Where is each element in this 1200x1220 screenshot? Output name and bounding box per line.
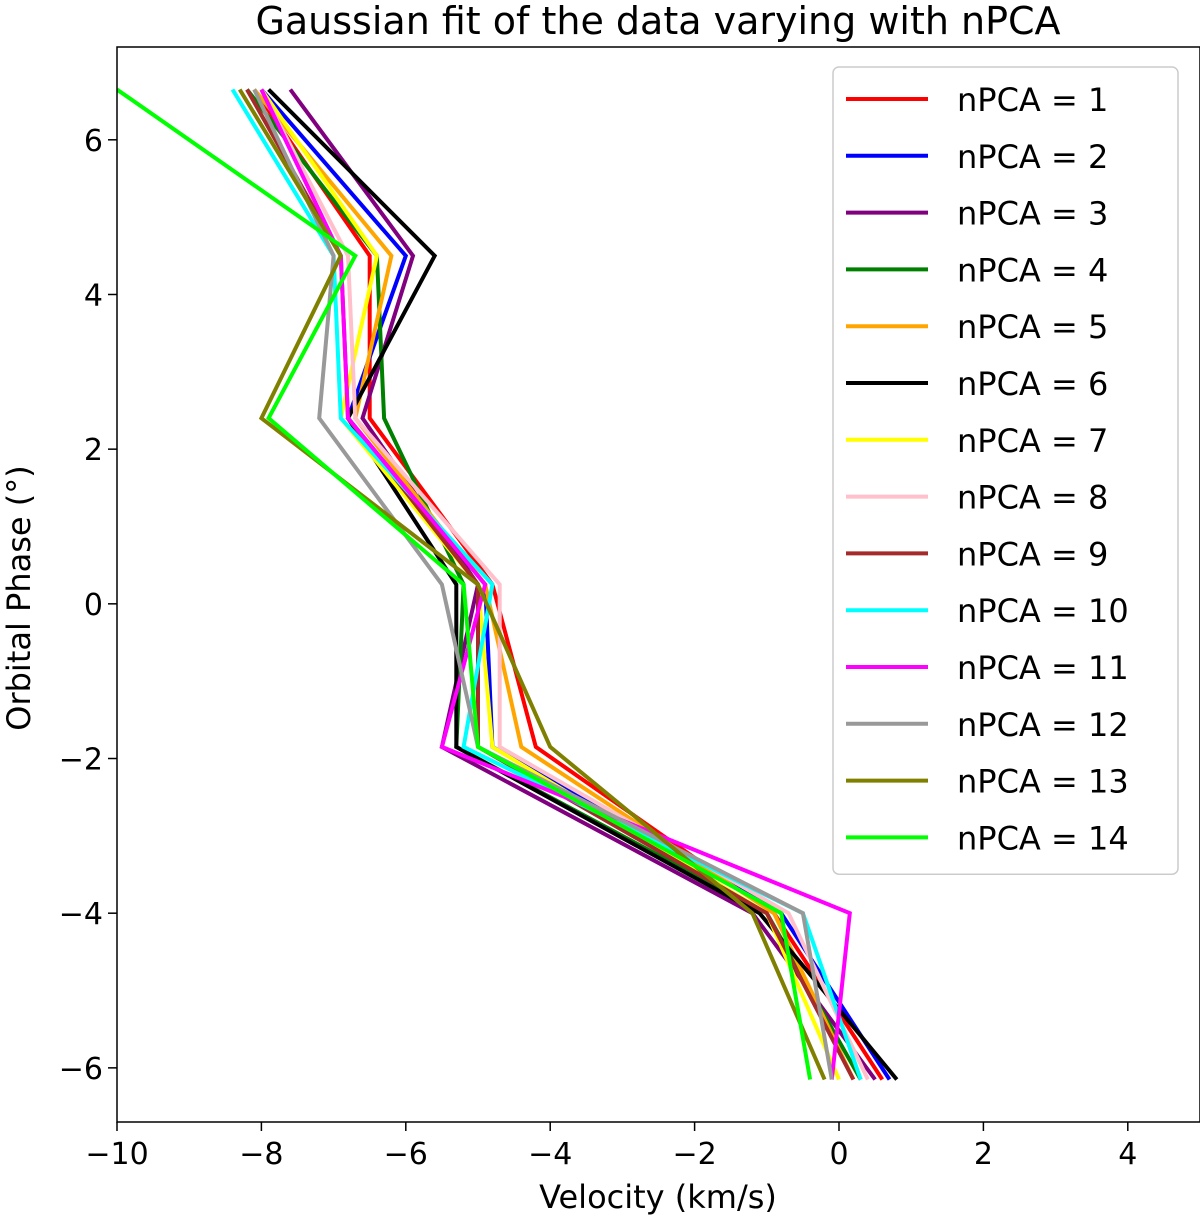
legend-items: nPCA = 1 nPCA = 2 nPCA = 3 nPCA = 4 nPCA = 5… [846,81,1129,857]
legend-label-npca-13: nPCA = 13 [957,763,1129,801]
y-tick-label: −6 [59,1052,103,1087]
x-tick-label: 4 [1118,1137,1137,1172]
series-line-npca-1 [252,88,884,1081]
plot-frame [116,46,1200,1123]
legend-label-npca-2: nPCA = 2 [957,138,1108,176]
series-layer [117,87,899,1081]
series-line-npca-8 [259,88,870,1081]
legend-label-npca-3: nPCA = 3 [957,195,1108,233]
chart-title: Gaussian fit of the data varying with nP… [255,0,1060,43]
x-tick-label: −2 [672,1137,716,1172]
series-line-npca-14 [117,87,813,1080]
x-tick-label: 0 [829,1137,848,1172]
legend-label-npca-14: nPCA = 14 [957,819,1129,857]
legend-label-npca-7: nPCA = 7 [957,422,1108,460]
x-tick-label: −10 [85,1137,148,1172]
y-tick-label: −2 [59,743,103,778]
y-tick-label: 6 [84,124,103,159]
x-axis-title: Velocity (km/s) [539,1178,777,1216]
legend: nPCA = 1 nPCA = 2 nPCA = 3 nPCA = 4 nPCA = 5… [832,66,1179,875]
legend-label-npca-4: nPCA = 4 [957,251,1108,289]
legend-label-npca-11: nPCA = 11 [957,649,1129,687]
y-tick-label: 2 [84,433,103,468]
y-tick-label: −4 [59,897,103,932]
series-line-npca-7 [259,88,841,1081]
legend-label-npca-12: nPCA = 12 [957,706,1129,744]
legend-label-npca-5: nPCA = 5 [957,308,1108,346]
x-tick-label: −8 [239,1137,283,1172]
y-axis-title: Orbital Phase (°) [0,465,38,730]
legend-label-npca-1: nPCA = 1 [957,81,1108,119]
x-tick-label: 2 [974,1137,993,1172]
series-line-npca-13 [237,88,827,1081]
y-tick-label: 0 [84,588,103,623]
x-axis: −10 −8 −6 −4 −2 0 2 4 [85,1122,1137,1172]
y-axis: −6 −4 −2 0 2 4 6 [59,124,117,1087]
y-tick-label: 4 [84,278,103,313]
x-tick-label: −6 [384,1137,428,1172]
legend-label-npca-10: nPCA = 10 [957,592,1129,630]
x-tick-label: −4 [528,1137,572,1172]
series-line-npca-12 [252,88,834,1080]
series-line-npca-6 [267,88,899,1081]
legend-label-npca-9: nPCA = 9 [957,535,1108,573]
legend-label-npca-6: nPCA = 6 [957,365,1108,403]
legend-label-npca-8: nPCA = 8 [957,479,1108,517]
legend-box [832,66,1179,875]
